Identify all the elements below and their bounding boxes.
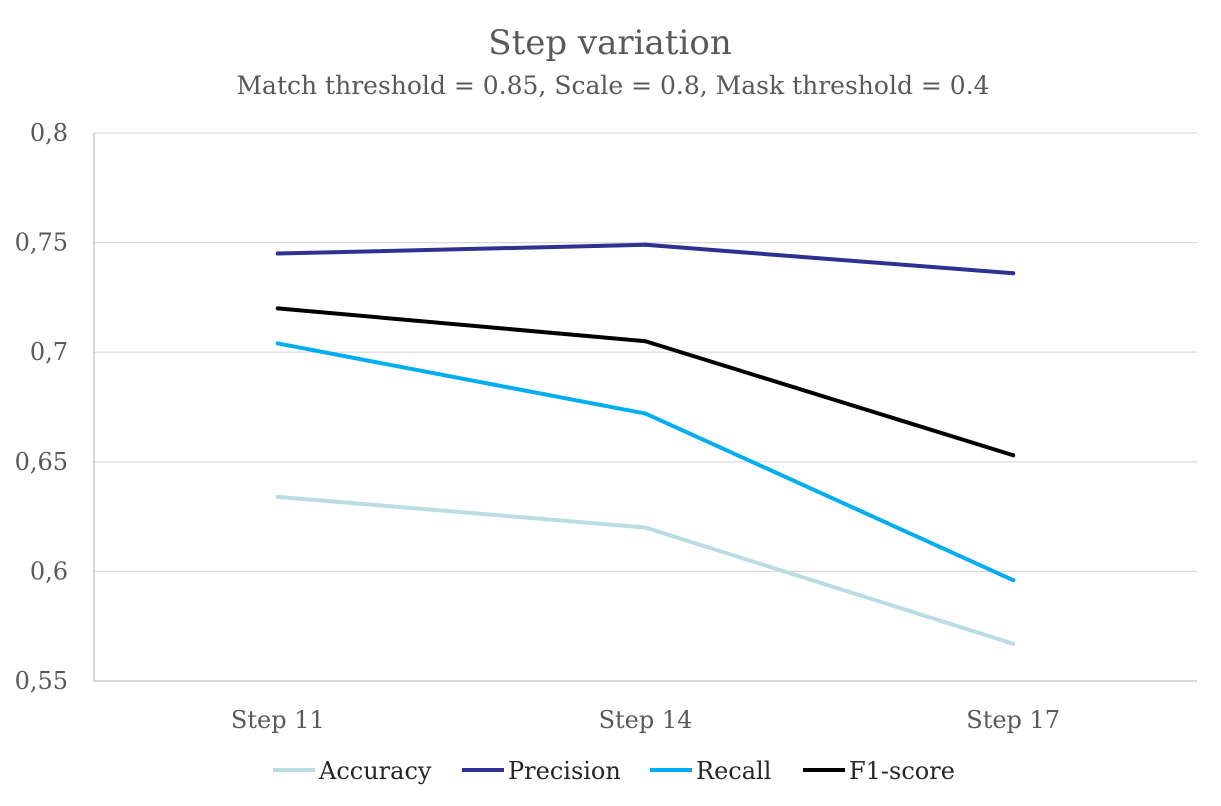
data-point (1011, 578, 1016, 583)
data-point (643, 242, 648, 247)
chart-title: Step variation (488, 23, 731, 63)
y-tick-label: 0,6 (30, 557, 68, 585)
legend-label: Recall (696, 757, 771, 785)
legend-item: Recall (650, 757, 771, 785)
x-tick-label: Step 11 (231, 706, 325, 734)
data-point (1011, 271, 1016, 276)
data-point (643, 525, 648, 530)
y-tick-label: 0,65 (15, 448, 68, 476)
legend-label: Precision (508, 757, 621, 785)
y-tick-label: 0,55 (15, 667, 68, 695)
data-point (275, 251, 280, 256)
y-axis-ticks: 0,55 0,6 0,65 0,7 0,75 0,8 (15, 119, 68, 695)
data-point (275, 306, 280, 311)
gridlines (93, 132, 1197, 682)
series-line-f1-score (275, 306, 1016, 458)
chart-subtitle: Match threshold = 0.85, Scale = 0.8, Mas… (236, 71, 989, 100)
y-tick-label: 0,75 (15, 229, 68, 257)
legend-label: F1-score (849, 757, 955, 785)
x-axis-ticks: Step 11 Step 14 Step 17 (231, 706, 1060, 734)
legend-item: F1-score (803, 757, 955, 785)
x-tick-label: Step 14 (599, 706, 693, 734)
legend-item: Accuracy (273, 757, 432, 785)
series-line-precision (275, 242, 1016, 276)
series-line-accuracy (275, 494, 1016, 646)
legend-label: Accuracy (318, 757, 432, 785)
data-point (1011, 453, 1016, 458)
y-tick-label: 0,7 (30, 338, 68, 366)
legend-item: Precision (462, 757, 621, 785)
data-point (643, 411, 648, 416)
x-tick-label: Step 17 (966, 706, 1060, 734)
data-point (1011, 641, 1016, 646)
series-lines (275, 242, 1016, 646)
y-tick-label: 0,8 (30, 119, 68, 147)
legend: Accuracy Precision Recall F1-score (273, 757, 955, 785)
data-point (643, 339, 648, 344)
data-point (275, 341, 280, 346)
data-point (275, 494, 280, 499)
